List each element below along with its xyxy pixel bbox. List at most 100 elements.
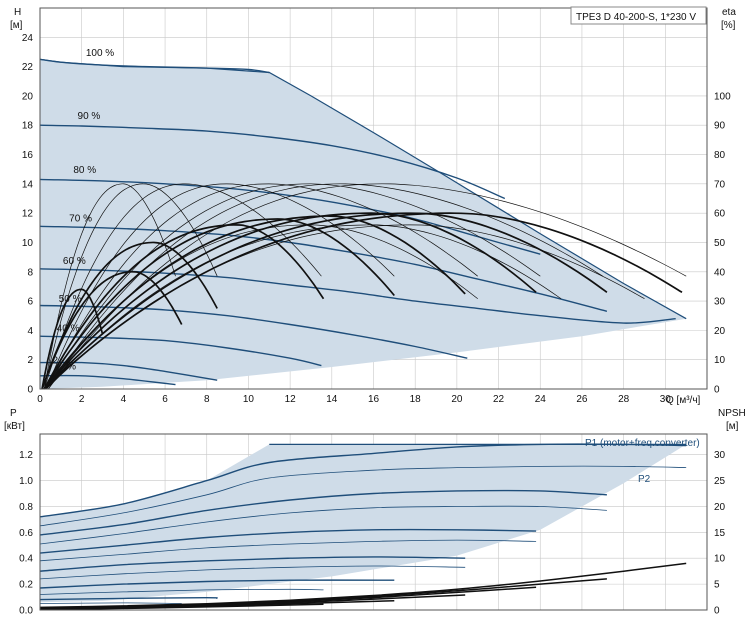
y-tick-label: 18 [22,121,34,132]
p-axis-unit: [кВт] [4,421,25,432]
y2-tick-label: 50 [714,238,726,249]
x-tick-label: 10 [243,394,255,405]
y-tick-label: 14 [22,179,34,190]
y-axis-label: H [14,7,21,18]
top-panel-series [39,58,687,390]
eta-curve-thin [45,183,478,390]
speed-label: 60 % [63,256,86,267]
speed-label: 80 % [73,165,96,176]
speed-curve [39,124,506,200]
x-tick-label: 18 [410,394,422,405]
top-operating-envelope [40,59,687,390]
eta-curve [43,215,466,390]
y2-tick-label: 100 [714,91,731,102]
y2-tick-label: 40 [714,267,726,278]
speed-label: 90 % [78,111,101,122]
power-curve [39,528,537,554]
title-box [570,6,707,25]
y-tick-label: 12 [22,209,34,220]
x-tick-label: 30 [660,394,672,405]
labels-layer: 0 2 4 6 8 10 12 14 16 18 20 22 24 26 28 300246810121416… [19,33,731,617]
npsh-tick-label: 20 [714,502,726,513]
eta-curve-thin [43,183,176,390]
npsh-tick-label: 15 [714,528,726,539]
y2-tick-label: 10 [714,355,726,366]
x-tick-label: 4 [121,394,127,405]
x-tick-label: 26 [576,394,588,405]
y-tick-label: 6 [27,297,33,308]
eta-curve [43,224,325,390]
power-curve [39,556,466,572]
x-tick-label: 8 [204,394,210,405]
y-axis-unit: [м] [10,20,23,31]
y-tick-label: 4 [27,326,33,337]
top-axis-frame [39,7,708,390]
npsh-axis-unit: [м] [726,421,739,432]
speed-curve [39,225,608,312]
bottom-operating-envelope [40,444,687,603]
y-tick-label: 22 [22,62,34,73]
y2-tick-label: 30 [714,297,726,308]
x-tick-label: 28 [618,394,630,405]
npsh-tick-label: 30 [714,450,726,461]
y2-tick-label: 60 [714,209,726,220]
p-axis-label: P [10,408,17,419]
legend-p2: P2 [638,474,651,485]
eta-curve [43,218,395,390]
speed-curve [39,304,468,359]
y-tick-label: 10 [22,238,34,249]
x-axis-label: Q [м³/ч] [666,395,701,406]
y2-tick-label: 70 [714,179,726,190]
power-curve [39,602,182,604]
power-curve [39,489,607,536]
x-tick-label: 0 [37,394,43,405]
p-tick-label: 1.2 [19,450,33,461]
p-tick-label: 1.0 [19,476,33,487]
eta-curve [43,212,537,390]
p-tick-label: 0.6 [19,528,33,539]
speed-curve [39,268,676,324]
npsh-axis-label: NPSH [718,408,746,419]
legend-p1: P1 (motor+freq.converter) [585,438,700,449]
y-tick-label: 20 [22,91,34,102]
eta-curve [41,241,218,390]
speed-label: 100 % [86,48,114,59]
power-curve [39,539,537,562]
x-tick-label: 24 [535,394,547,405]
speed-label: 2 [53,356,59,367]
speed-label: % [67,361,76,372]
eta-curve [43,212,608,390]
speed-label: 50 % [59,294,82,305]
power-curve [39,465,687,527]
y2-axis-unit: [%] [721,20,736,31]
y2-tick-label: 80 [714,150,726,161]
npsh-tick-label: 5 [714,580,720,591]
p-tick-label: 0.0 [19,606,33,617]
x-tick-label: 14 [326,394,338,405]
power-curve [39,505,607,545]
eta-curve-thin [46,183,541,390]
y-tick-label: 2 [27,355,33,366]
speed-label: 40 % [57,323,80,334]
power-curve [39,443,687,518]
y-tick-label: 24 [22,33,34,44]
p-tick-label: 0.2 [19,580,33,591]
x-tick-label: 2 [79,394,85,405]
bottom-panel-series [39,443,687,611]
x-tick-label: 12 [285,394,297,405]
x-tick-label: 6 [162,394,168,405]
eta-curve [41,288,104,390]
y-tick-label: 0 [27,385,33,396]
y2-tick-label: 20 [714,326,726,337]
p-tick-label: 0.4 [19,554,33,565]
power-curve [39,565,466,580]
npsh-tick-label: 10 [714,554,726,565]
x-tick-label: 20 [451,394,463,405]
npsh-tick-label: 0 [714,606,720,617]
y2-axis-label: eta [722,7,736,18]
y-tick-label: 8 [27,267,33,278]
x-tick-label: 16 [368,394,380,405]
speed-curve [39,178,541,255]
bottom-axis-frame [39,433,708,611]
